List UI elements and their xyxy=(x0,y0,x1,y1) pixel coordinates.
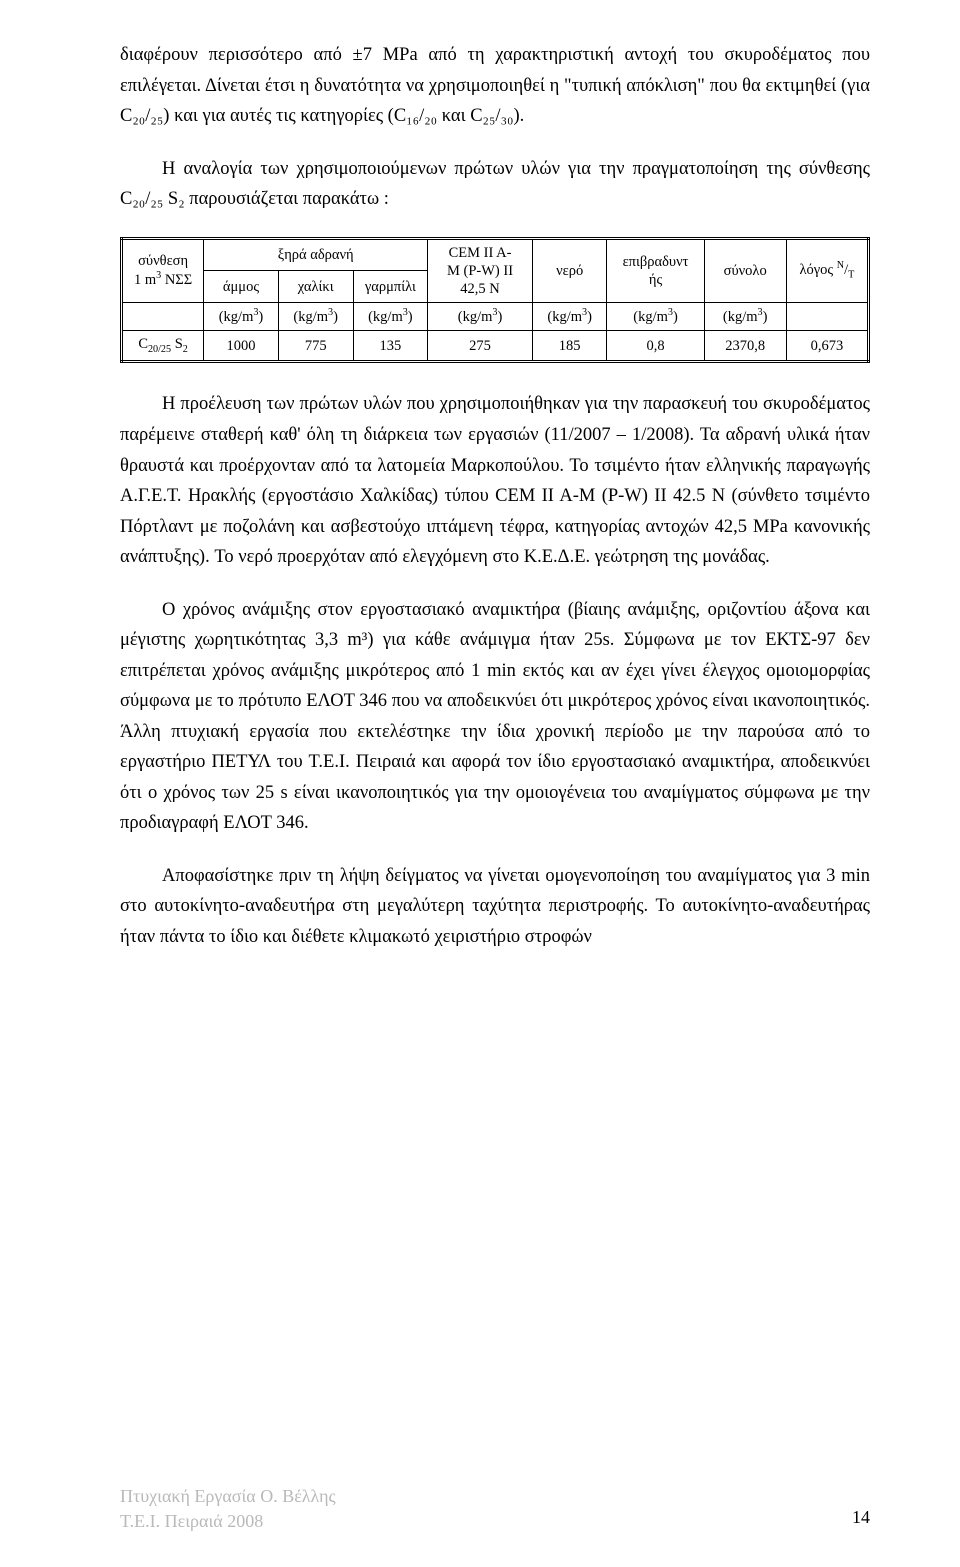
units-grit: (kg/m3) xyxy=(353,302,428,330)
paragraph-2: Η αναλογία των χρησιμοποιούμενων πρώτων … xyxy=(120,154,870,215)
col-synthesis-line2: 1 m3 ΝΣΣ xyxy=(134,272,192,288)
col-cement-line1: CEM II A- xyxy=(449,245,512,261)
cell-sand: 1000 xyxy=(204,330,279,362)
col-ratio-header: λόγος Ν/Τ xyxy=(786,238,868,302)
page-number: 14 xyxy=(852,1503,870,1533)
col-total-header: σύνολο xyxy=(704,238,786,302)
col-synthesis-line1: σύνθεση xyxy=(138,253,188,269)
materials-table: σύνθεση 1 m3 ΝΣΣ ξηρά αδρανή CEM II A- M… xyxy=(120,237,870,364)
col-cement-line2: M (P-W) II xyxy=(447,263,513,279)
paragraph-2-text: Η αναλογία των χρησιμοποιούμενων πρώτων … xyxy=(120,159,870,210)
col-grit-header: γαρμπίλι xyxy=(353,271,428,303)
footer-line2: Τ.Ε.Ι. Πειραιά 2008 xyxy=(120,1511,263,1531)
paragraph-3: Η προέλευση των πρώτων υλών που χρησιμοπ… xyxy=(120,389,870,572)
col-retarder-header: επιβραδυντ ής xyxy=(607,238,704,302)
materials-table-wrap: σύνθεση 1 m3 ΝΣΣ ξηρά αδρανή CEM II A- M… xyxy=(120,237,870,364)
footer-line1: Πτυχιακή Εργασία Ο. Βέλλης xyxy=(120,1486,336,1506)
col-water-header: νερό xyxy=(532,238,607,302)
col-cement-line3: 42,5 N xyxy=(460,281,499,297)
page-footer: Πτυχιακή Εργασία Ο. Βέλλης Τ.Ε.Ι. Πειραι… xyxy=(120,1484,870,1533)
cell-retarder: 0,8 xyxy=(607,330,704,362)
units-cement: (kg/m3) xyxy=(428,302,533,330)
units-ratio xyxy=(786,302,868,330)
units-col0 xyxy=(122,302,204,330)
footer-left: Πτυχιακή Εργασία Ο. Βέλλης Τ.Ε.Ι. Πειραι… xyxy=(120,1484,336,1533)
cell-ratio: 0,673 xyxy=(786,330,868,362)
col-gravel-header: χαλίκι xyxy=(278,271,353,303)
cell-grit: 135 xyxy=(353,330,428,362)
cell-water: 185 xyxy=(532,330,607,362)
units-gravel: (kg/m3) xyxy=(278,302,353,330)
paragraph-4-text: Ο χρόνος ανάμιξης στον εργοστασιακό αναμ… xyxy=(120,600,870,834)
cell-gravel: 775 xyxy=(278,330,353,362)
document-page: διαφέρουν περισσότερο από ±7 MPa από τη … xyxy=(0,0,960,1567)
units-water: (kg/m3) xyxy=(532,302,607,330)
paragraph-5-text: Αποφασίστηκε πριν τη λήψη δείγματος να γ… xyxy=(120,866,870,947)
col-retarder-line1: επιβραδυντ xyxy=(623,254,689,270)
col-sand-header: άμμος xyxy=(204,271,279,303)
paragraph-5: Αποφασίστηκε πριν τη λήψη δείγματος να γ… xyxy=(120,861,870,953)
paragraph-1: διαφέρουν περισσότερο από ±7 MPa από τη … xyxy=(120,40,870,132)
units-retarder: (kg/m3) xyxy=(607,302,704,330)
paragraph-4: Ο χρόνος ανάμιξης στον εργοστασιακό αναμ… xyxy=(120,595,870,839)
units-total: (kg/m3) xyxy=(704,302,786,330)
paragraph-1-text: διαφέρουν περισσότερο από ±7 MPa από τη … xyxy=(120,45,870,126)
group-header-dry-aggregates: ξηρά αδρανή xyxy=(204,238,428,271)
col-retarder-line2: ής xyxy=(649,272,662,288)
table-data-row: C20/25 S2 1000 775 135 275 185 0,8 2370,… xyxy=(122,330,869,362)
col-synthesis-header: σύνθεση 1 m3 ΝΣΣ xyxy=(122,238,204,302)
cell-total: 2370,8 xyxy=(704,330,786,362)
paragraph-3-text: Η προέλευση των πρώτων υλών που χρησιμοπ… xyxy=(120,394,870,567)
col-cement-header: CEM II A- M (P-W) II 42,5 N xyxy=(428,238,533,302)
cell-cement: 275 xyxy=(428,330,533,362)
units-sand: (kg/m3) xyxy=(204,302,279,330)
table-units-row: (kg/m3) (kg/m3) (kg/m3) (kg/m3) (kg/m3) … xyxy=(122,302,869,330)
cell-synthesis: C20/25 S2 xyxy=(122,330,204,362)
table-header-row-1: σύνθεση 1 m3 ΝΣΣ ξηρά αδρανή CEM II A- M… xyxy=(122,238,869,271)
